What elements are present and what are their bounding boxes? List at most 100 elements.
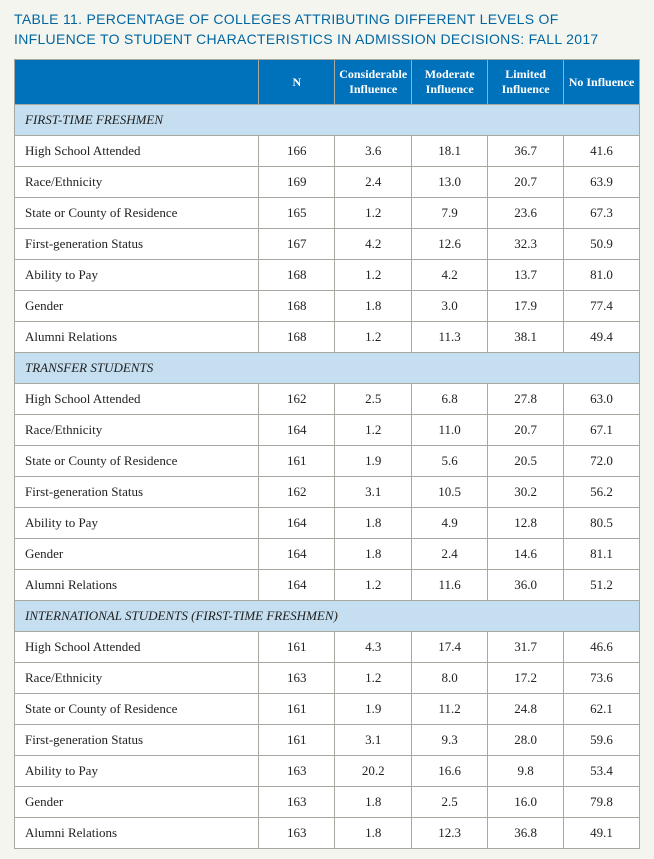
cell-no: 63.0 bbox=[564, 384, 640, 415]
cell-considerable: 4.2 bbox=[335, 229, 412, 260]
cell-no: 67.1 bbox=[564, 415, 640, 446]
cell-no: 53.4 bbox=[564, 756, 640, 787]
cell-moderate: 7.9 bbox=[412, 198, 488, 229]
cell-n: 168 bbox=[259, 260, 335, 291]
table-row: Alumni Relations1681.211.338.149.4 bbox=[15, 322, 640, 353]
cell-no: 41.6 bbox=[564, 136, 640, 167]
cell-considerable: 1.9 bbox=[335, 446, 412, 477]
cell-no: 56.2 bbox=[564, 477, 640, 508]
table-row: Race/Ethnicity1641.211.020.767.1 bbox=[15, 415, 640, 446]
cell-limited: 36.8 bbox=[488, 818, 564, 849]
cell-no: 67.3 bbox=[564, 198, 640, 229]
cell-n: 161 bbox=[259, 694, 335, 725]
col-no: No Influence bbox=[564, 60, 640, 105]
row-label: High School Attended bbox=[15, 136, 259, 167]
row-label: Alumni Relations bbox=[15, 570, 259, 601]
cell-no: 81.1 bbox=[564, 539, 640, 570]
cell-limited: 17.2 bbox=[488, 663, 564, 694]
row-label: High School Attended bbox=[15, 384, 259, 415]
cell-moderate: 8.0 bbox=[412, 663, 488, 694]
cell-limited: 32.3 bbox=[488, 229, 564, 260]
table-row: First-generation Status1674.212.632.350.… bbox=[15, 229, 640, 260]
cell-moderate: 11.0 bbox=[412, 415, 488, 446]
cell-n: 163 bbox=[259, 787, 335, 818]
row-label: Ability to Pay bbox=[15, 260, 259, 291]
cell-considerable: 1.2 bbox=[335, 570, 412, 601]
cell-limited: 16.0 bbox=[488, 787, 564, 818]
cell-limited: 12.8 bbox=[488, 508, 564, 539]
cell-limited: 23.6 bbox=[488, 198, 564, 229]
cell-moderate: 11.3 bbox=[412, 322, 488, 353]
row-label: State or County of Residence bbox=[15, 694, 259, 725]
table-row: Alumni Relations1641.211.636.051.2 bbox=[15, 570, 640, 601]
cell-considerable: 1.8 bbox=[335, 818, 412, 849]
cell-limited: 27.8 bbox=[488, 384, 564, 415]
cell-no: 49.1 bbox=[564, 818, 640, 849]
cell-moderate: 13.0 bbox=[412, 167, 488, 198]
cell-moderate: 6.8 bbox=[412, 384, 488, 415]
col-limited: Limited Influence bbox=[488, 60, 564, 105]
cell-moderate: 12.3 bbox=[412, 818, 488, 849]
cell-no: 50.9 bbox=[564, 229, 640, 260]
table-row: State or County of Residence1651.27.923.… bbox=[15, 198, 640, 229]
table-row: First-generation Status1623.110.530.256.… bbox=[15, 477, 640, 508]
table-row: Ability to Pay1641.84.912.880.5 bbox=[15, 508, 640, 539]
cell-n: 162 bbox=[259, 477, 335, 508]
cell-no: 73.6 bbox=[564, 663, 640, 694]
table-row: First-generation Status1613.19.328.059.6 bbox=[15, 725, 640, 756]
cell-limited: 20.5 bbox=[488, 446, 564, 477]
cell-n: 167 bbox=[259, 229, 335, 260]
row-label: High School Attended bbox=[15, 632, 259, 663]
row-label: Race/Ethnicity bbox=[15, 167, 259, 198]
cell-considerable: 1.2 bbox=[335, 415, 412, 446]
cell-limited: 9.8 bbox=[488, 756, 564, 787]
col-blank bbox=[15, 60, 259, 105]
cell-considerable: 2.4 bbox=[335, 167, 412, 198]
section-header: TRANSFER STUDENTS bbox=[15, 353, 640, 384]
cell-limited: 36.0 bbox=[488, 570, 564, 601]
cell-moderate: 2.4 bbox=[412, 539, 488, 570]
section-label: FIRST-TIME FRESHMEN bbox=[15, 105, 640, 136]
cell-n: 166 bbox=[259, 136, 335, 167]
cell-n: 168 bbox=[259, 322, 335, 353]
cell-moderate: 10.5 bbox=[412, 477, 488, 508]
cell-no: 59.6 bbox=[564, 725, 640, 756]
cell-no: 51.2 bbox=[564, 570, 640, 601]
row-label: First-generation Status bbox=[15, 477, 259, 508]
cell-n: 162 bbox=[259, 384, 335, 415]
cell-n: 164 bbox=[259, 415, 335, 446]
cell-n: 161 bbox=[259, 446, 335, 477]
cell-limited: 13.7 bbox=[488, 260, 564, 291]
cell-considerable: 3.1 bbox=[335, 725, 412, 756]
cell-considerable: 3.6 bbox=[335, 136, 412, 167]
row-label: Gender bbox=[15, 787, 259, 818]
cell-limited: 36.7 bbox=[488, 136, 564, 167]
cell-moderate: 12.6 bbox=[412, 229, 488, 260]
table-row: Gender1681.83.017.977.4 bbox=[15, 291, 640, 322]
row-label: First-generation Status bbox=[15, 229, 259, 260]
row-label: Gender bbox=[15, 291, 259, 322]
col-n: N bbox=[259, 60, 335, 105]
cell-considerable: 1.8 bbox=[335, 291, 412, 322]
cell-considerable: 1.8 bbox=[335, 539, 412, 570]
cell-limited: 14.6 bbox=[488, 539, 564, 570]
cell-n: 168 bbox=[259, 291, 335, 322]
row-label: State or County of Residence bbox=[15, 198, 259, 229]
row-label: Race/Ethnicity bbox=[15, 415, 259, 446]
cell-considerable: 1.2 bbox=[335, 260, 412, 291]
cell-no: 79.8 bbox=[564, 787, 640, 818]
cell-limited: 17.9 bbox=[488, 291, 564, 322]
cell-moderate: 11.2 bbox=[412, 694, 488, 725]
cell-limited: 30.2 bbox=[488, 477, 564, 508]
table-row: Ability to Pay1681.24.213.781.0 bbox=[15, 260, 640, 291]
cell-limited: 31.7 bbox=[488, 632, 564, 663]
cell-limited: 38.1 bbox=[488, 322, 564, 353]
header-row: N Considerable Influence Moderate Influe… bbox=[15, 60, 640, 105]
table-row: State or County of Residence1611.95.620.… bbox=[15, 446, 640, 477]
cell-limited: 20.7 bbox=[488, 415, 564, 446]
row-label: First-generation Status bbox=[15, 725, 259, 756]
influence-table: N Considerable Influence Moderate Influe… bbox=[14, 59, 640, 849]
cell-moderate: 16.6 bbox=[412, 756, 488, 787]
cell-no: 80.5 bbox=[564, 508, 640, 539]
cell-n: 169 bbox=[259, 167, 335, 198]
